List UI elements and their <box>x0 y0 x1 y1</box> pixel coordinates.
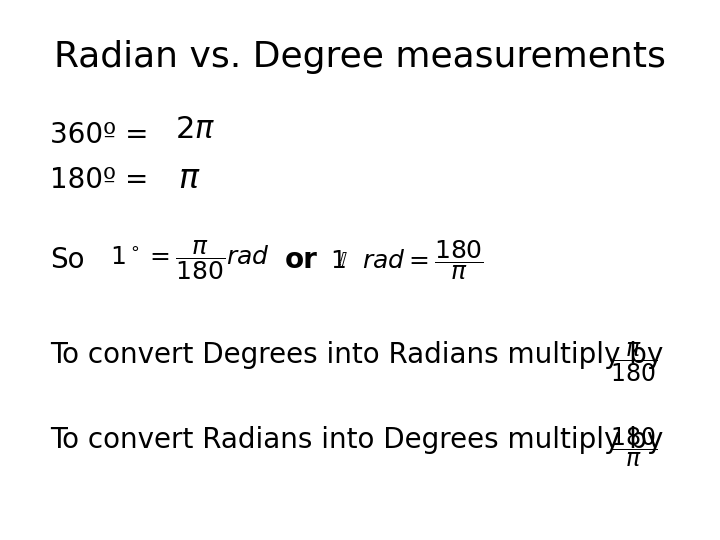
Text: To convert Radians into Degrees multiply by: To convert Radians into Degrees multiply… <box>50 426 663 454</box>
Text: $1\!\!\mathbb{I}\ \ rad=\dfrac{180}{\pi}$: $1\!\!\mathbb{I}\ \ rad=\dfrac{180}{\pi}… <box>330 238 484 282</box>
Text: $1^\circ=\dfrac{\pi}{180}rad$: $1^\circ=\dfrac{\pi}{180}rad$ <box>110 238 270 282</box>
Text: 180º =: 180º = <box>50 166 157 194</box>
Text: $2\pi$: $2\pi$ <box>175 116 215 145</box>
Text: or: or <box>285 246 318 274</box>
Text: $\dfrac{180}{\pi}$: $\dfrac{180}{\pi}$ <box>610 426 657 469</box>
Text: So: So <box>50 246 84 274</box>
Text: To convert Degrees into Radians multiply by: To convert Degrees into Radians multiply… <box>50 341 663 369</box>
Text: $\dfrac{\pi}{180}$: $\dfrac{\pi}{180}$ <box>610 340 657 384</box>
Text: Radian vs. Degree measurements: Radian vs. Degree measurements <box>54 40 666 74</box>
Text: $\pi$: $\pi$ <box>178 161 201 194</box>
Text: 360º =: 360º = <box>50 121 158 149</box>
